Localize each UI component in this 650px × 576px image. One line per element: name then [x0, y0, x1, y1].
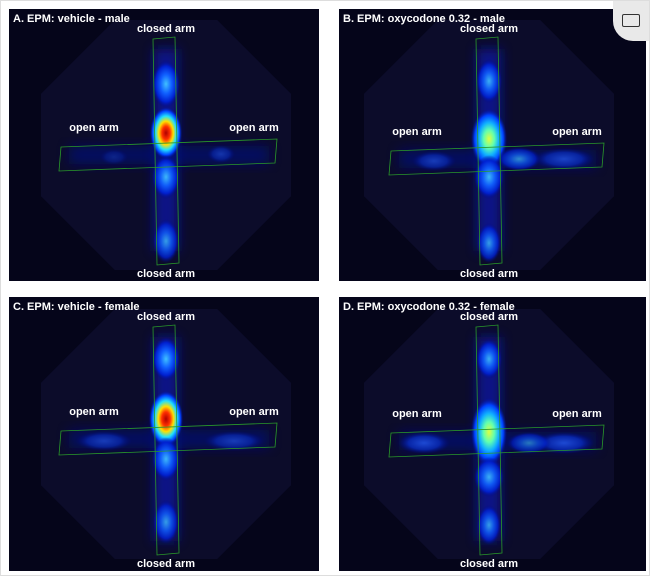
panel-title: A. EPM: vehicle - male	[13, 13, 130, 25]
density-blob	[152, 437, 180, 481]
closed-arm-outline	[475, 36, 503, 266]
density-blob	[76, 431, 132, 451]
closed-arm-label: closed arm	[137, 311, 195, 323]
density-blob	[474, 155, 504, 199]
heatmap: A. EPM: vehicle - male closed arm open arm…	[13, 13, 291, 280]
density-blob	[153, 500, 179, 544]
open-arm-label: open arm	[552, 126, 602, 138]
density-blob	[476, 59, 502, 103]
open-arm-outline	[388, 424, 605, 458]
density-blob	[474, 457, 504, 497]
panel-title: C. EPM: vehicle - female	[13, 301, 140, 313]
heatmap-panel: B. EPM: oxycodone 0.32 - male closed arm o…	[339, 9, 646, 281]
closed-arm-label: closed arm	[137, 23, 195, 35]
closed-arm-label: closed arm	[460, 23, 518, 35]
open-arm-label: open arm	[392, 126, 442, 138]
density-blob	[534, 148, 594, 170]
density-blob	[153, 219, 179, 263]
density-blob	[471, 398, 507, 466]
density-blob	[152, 155, 180, 199]
density-blob	[150, 107, 182, 159]
open-arm-label: open arm	[552, 408, 602, 420]
density-blob	[204, 431, 264, 451]
open-arm-outline	[58, 138, 278, 172]
expand-icon	[622, 14, 640, 27]
open-arm-label: open arm	[229, 406, 279, 418]
heatmap-panel: A. EPM: vehicle - male closed arm open arm…	[9, 9, 319, 281]
density-blob	[477, 223, 501, 263]
density-blob	[507, 432, 551, 454]
open-arm-outline	[58, 422, 278, 456]
density-blob	[412, 151, 456, 171]
open-arm-label: open arm	[392, 408, 442, 420]
closed-arm-label: closed arm	[460, 558, 518, 570]
open-arm-label: open arm	[69, 122, 119, 134]
closed-arm-outline	[475, 324, 503, 556]
closed-arm-outline	[152, 324, 180, 556]
closed-arm-label: closed arm	[460, 311, 518, 323]
heatmap-panel: D. EPM: oxycodone 0.32 - female closed ar…	[339, 297, 646, 571]
density-blob	[534, 432, 594, 454]
density-blob	[471, 109, 507, 169]
open-arm-label: open arm	[69, 406, 119, 418]
closed-arm-label: closed arm	[137, 268, 195, 280]
density-blob	[497, 147, 541, 171]
closed-arm-label: closed arm	[137, 558, 195, 570]
panel-title: D. EPM: oxycodone 0.32 - female	[343, 301, 515, 313]
expand-button[interactable]	[613, 1, 649, 41]
density-blob	[152, 60, 180, 108]
heatmap-panel: C. EPM: vehicle - female closed arm open a…	[9, 297, 319, 571]
density-blob	[100, 149, 128, 165]
closed-arm-label: closed arm	[460, 268, 518, 280]
open-arm-outline	[388, 142, 605, 176]
density-blob	[477, 505, 501, 545]
panel-title: B. EPM: oxycodone 0.32 - male	[343, 13, 505, 25]
density-blob	[207, 145, 235, 163]
closed-arm-outline	[152, 36, 180, 266]
density-blob	[152, 337, 180, 381]
open-arm-label: open arm	[229, 122, 279, 134]
density-blob	[398, 432, 450, 454]
density-blob	[476, 339, 502, 379]
density-blob	[149, 391, 183, 447]
